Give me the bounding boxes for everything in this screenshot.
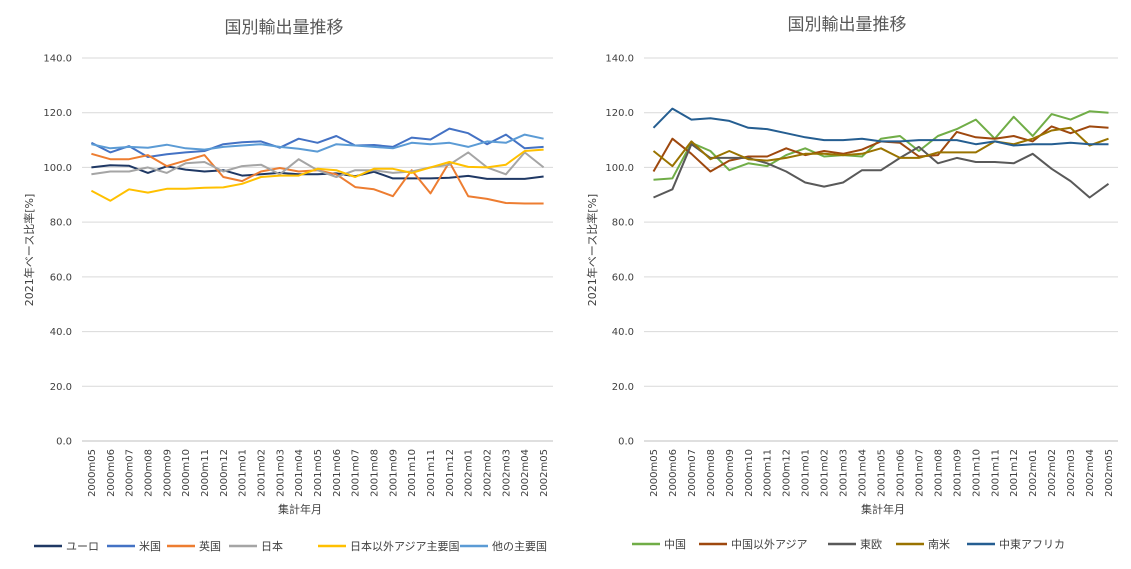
y-tick-label: 20.0: [50, 382, 72, 393]
x-tick-label: 2002m03: [1066, 449, 1077, 497]
y-tick-label: 60.0: [50, 272, 72, 283]
x-tick-label: 2002m02: [1047, 449, 1058, 497]
x-tick-label: 2001m04: [294, 449, 305, 497]
x-tick-label: 2000m10: [744, 449, 755, 497]
x-tick-label: 2002m03: [501, 449, 512, 497]
legend-label: 英国: [199, 539, 221, 553]
x-tick-label: 2001m08: [370, 449, 381, 497]
y-tick-label: 120.0: [605, 108, 634, 119]
x-tick-label: 2000m05: [87, 449, 98, 497]
x-tick-label: 2001m09: [952, 449, 963, 497]
x-tick-label: 2000m09: [725, 449, 736, 497]
legend-label: 東欧: [860, 538, 882, 551]
x-tick-label: 2002m04: [1085, 449, 1096, 497]
x-tick-label: 2001m01: [801, 449, 812, 497]
y-tick-label: 120.0: [43, 108, 72, 119]
x-tick-label: 2000m10: [181, 449, 192, 497]
x-tick-label: 2001m04: [858, 449, 869, 497]
x-tick-label: 2000m06: [668, 449, 679, 497]
x-tick-label: 2000m07: [687, 449, 698, 497]
x-tick-label: 2001m02: [256, 449, 267, 497]
x-tick-label: 2002m05: [539, 449, 550, 497]
legend-label: 中国: [664, 538, 686, 551]
y-tick-label: 140.0: [43, 54, 72, 65]
y-tick-label: 0.0: [56, 437, 72, 448]
series-line-3: [653, 143, 1110, 199]
series-line-3: [91, 152, 544, 205]
legend-label: 他の主要国: [492, 540, 547, 553]
y-tick-label: 100.0: [43, 163, 72, 174]
y-tick-label: 80.0: [612, 218, 634, 229]
legend-label: 南米: [928, 538, 950, 551]
legend-label: 中国以外アジア: [731, 538, 808, 551]
series-line-4: [91, 151, 545, 178]
x-tick-label: 2001m06: [895, 449, 906, 497]
x-tick-label: 2002m05: [1104, 449, 1115, 497]
y-tick-label: 40.0: [612, 327, 634, 338]
x-axis-title: 集計年月: [861, 502, 905, 516]
x-tick-label: 2001m07: [914, 449, 925, 497]
series-line-2: [90, 127, 544, 158]
x-tick-label: 2000m05: [649, 449, 660, 497]
legend-label: 米国: [139, 540, 161, 553]
y-axis-title: 2021年ベース比率[%]: [585, 194, 599, 306]
x-tick-label: 2002m02: [483, 449, 494, 497]
legend-label: ユーロ: [66, 540, 99, 553]
series-line-6: [91, 133, 544, 153]
x-tick-label: 2001m03: [275, 449, 286, 497]
y-tick-label: 80.0: [50, 218, 72, 229]
x-tick-label: 2001m12: [445, 449, 456, 497]
x-tick-label: 2000m08: [706, 449, 717, 497]
x-tick-label: 2000m11: [763, 449, 774, 497]
x-tick-label: 2000m06: [106, 449, 117, 497]
x-tick-label: 2001m07: [351, 449, 362, 497]
x-tick-label: 2000m08: [143, 449, 154, 497]
x-tick-label: 2002m01: [464, 449, 475, 497]
y-tick-label: 140.0: [605, 54, 634, 65]
x-tick-label: 2000m07: [125, 449, 136, 497]
x-tick-label: 2001m10: [407, 449, 418, 497]
series-line-5: [652, 107, 1109, 147]
legend-label: 日本: [261, 539, 283, 553]
x-tick-label: 2000m12: [219, 449, 230, 497]
series-line-1: [653, 110, 1109, 181]
series-line-5: [90, 148, 544, 202]
x-tick-label: 2001m11: [426, 449, 437, 497]
chart-title: 国別輸出量推移: [788, 15, 907, 35]
chart-title: 国別輸出量推移: [225, 18, 344, 38]
legend-label: 中東アフリカ: [999, 538, 1065, 551]
chart-2: 国別輸出量推移 0.0 20.0 40.0 60.0 80.0 100.0 120.0 140.…: [585, 15, 1118, 551]
y-tick-label: 100.0: [605, 163, 634, 174]
x-tick-label: 2001m03: [839, 449, 850, 497]
x-tick-label: 2001m09: [388, 449, 399, 497]
x-tick-label: 2001m02: [820, 449, 831, 497]
x-tick-label: 2000m11: [200, 449, 211, 497]
x-tick-label: 2000m12: [782, 449, 793, 497]
x-tick-label: 2001m06: [332, 449, 343, 497]
y-tick-label: 20.0: [612, 382, 634, 393]
x-tick-label: 2002m01: [1028, 449, 1039, 497]
y-tick-label: 60.0: [612, 272, 634, 283]
x-tick-label: 2001m10: [971, 449, 982, 497]
x-axis-title: 集計年月: [278, 502, 322, 516]
series-line-4: [652, 126, 1109, 168]
x-tick-label: 2001m05: [877, 449, 888, 497]
legend-label: 日本以外アジア主要国: [350, 539, 460, 553]
y-tick-label: 0.0: [618, 437, 634, 448]
y-axis-title: 2021年ベース比率[%]: [22, 194, 36, 306]
x-tick-label: 2001m01: [238, 449, 249, 497]
chart-1: 国別輸出量推移 0.0 20.0 40.0 60.0 80.0 100.0 120.0 140.…: [22, 18, 553, 553]
x-tick-label: 2001m05: [313, 449, 324, 497]
x-tick-label: 2001m08: [933, 449, 944, 497]
y-tick-label: 40.0: [50, 327, 72, 338]
x-tick-label: 2001m11: [990, 449, 1001, 497]
x-tick-label: 2000m09: [162, 449, 173, 497]
x-tick-label: 2002m04: [520, 449, 531, 497]
x-tick-label: 2001m12: [1009, 449, 1020, 497]
